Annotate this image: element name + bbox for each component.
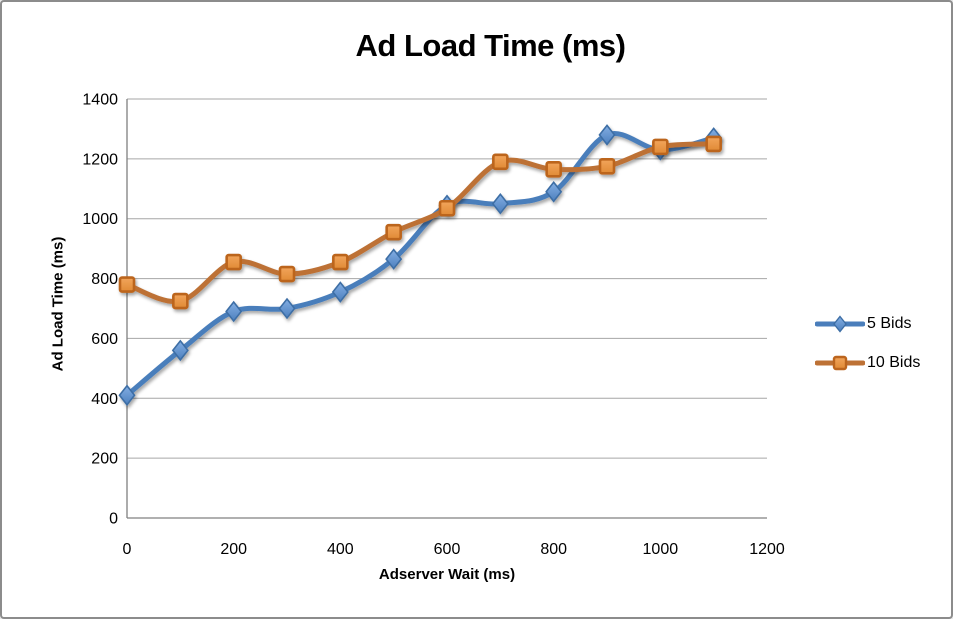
legend-label: 5 Bids bbox=[867, 315, 912, 332]
diamond-series-swatch-icon bbox=[815, 315, 865, 333]
data-point-marker-diamond bbox=[331, 281, 349, 303]
y-tick-label: 200 bbox=[91, 451, 118, 468]
data-point-marker-diamond bbox=[118, 384, 136, 407]
data-point-marker-square bbox=[705, 135, 722, 153]
series-line bbox=[124, 131, 717, 398]
data-point-marker-square bbox=[545, 161, 562, 178]
legend: 5 Bids 10 Bids bbox=[815, 314, 920, 373]
data-point-marker-square bbox=[172, 292, 189, 310]
data-point-marker-square bbox=[332, 253, 349, 271]
data-point-marker-diamond bbox=[278, 297, 296, 320]
y-tick-label: 400 bbox=[91, 391, 118, 408]
x-tick-label: 600 bbox=[434, 541, 461, 558]
legend-item-5-bids: 5 Bids bbox=[815, 314, 920, 334]
x-tick-label: 1200 bbox=[749, 541, 785, 558]
x-tick-label: 0 bbox=[123, 541, 132, 558]
series-line bbox=[124, 141, 717, 304]
data-point-marker-diamond bbox=[225, 300, 243, 323]
data-point-marker-square bbox=[225, 253, 242, 271]
x-axis-title: Adserver Wait (ms) bbox=[378, 566, 516, 583]
data-point-marker-square bbox=[278, 265, 296, 283]
data-point-marker-square bbox=[652, 138, 669, 156]
series-5-bids bbox=[118, 124, 723, 407]
data-point-marker-square bbox=[118, 276, 136, 293]
data-point-marker-square bbox=[598, 158, 616, 175]
data-point-marker-diamond bbox=[171, 339, 189, 362]
data-point-marker-diamond bbox=[491, 192, 509, 215]
data-point-marker-diamond bbox=[545, 180, 563, 203]
legend-item-10-bids: 10 Bids bbox=[815, 353, 920, 373]
data-point-marker-diamond bbox=[598, 124, 616, 146]
y-tick-label: 1000 bbox=[82, 211, 118, 228]
y-tick-label: 800 bbox=[91, 271, 118, 288]
x-tick-label: 400 bbox=[327, 541, 354, 558]
y-tick-label: 1400 bbox=[82, 92, 118, 109]
data-point-marker-diamond bbox=[385, 248, 403, 270]
x-tick-label: 200 bbox=[220, 541, 247, 558]
square-series-swatch-icon bbox=[815, 355, 865, 371]
data-point-marker-square bbox=[492, 153, 509, 171]
y-tick-label: 0 bbox=[109, 511, 118, 528]
data-point-marker-square bbox=[438, 199, 456, 217]
series-10-bids bbox=[118, 135, 722, 310]
y-tick-label: 1200 bbox=[82, 151, 118, 168]
legend-label: 10 Bids bbox=[867, 354, 921, 371]
y-tick-label: 600 bbox=[91, 331, 118, 348]
data-point-marker-square bbox=[385, 223, 402, 241]
x-tick-label: 1000 bbox=[643, 541, 679, 558]
chart-title: Ad Load Time (ms) bbox=[355, 28, 626, 63]
x-tick-label: 800 bbox=[540, 541, 567, 558]
